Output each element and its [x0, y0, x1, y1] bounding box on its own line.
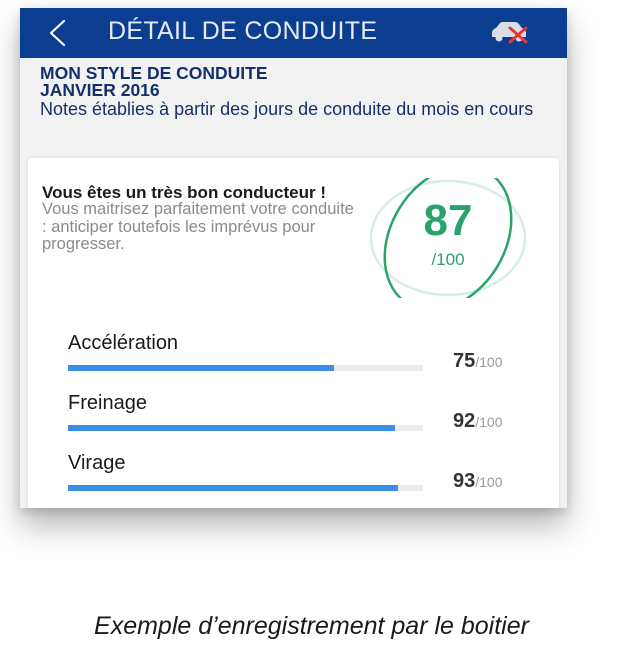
chevron-left-icon: [49, 19, 66, 47]
driver-verdict: Vous êtes un très bon conducteur ! Vous …: [42, 184, 362, 254]
metric-label: Freinage: [68, 392, 147, 414]
period-label: JANVIER 2016: [40, 80, 160, 100]
metric-value: 75/100: [453, 350, 503, 372]
metric-label: Accélération: [68, 332, 179, 354]
metric-cornering: Virage 93/100: [68, 452, 528, 508]
metric-track: [68, 485, 423, 491]
phone-screen: DÉTAIL DE CONDUITE MON STYLE DE CONDUITE…: [20, 8, 567, 508]
figure-caption: Exemple d’enregistrement par le boitier: [94, 612, 529, 640]
metric-track: [68, 365, 423, 371]
verdict-title: Vous êtes un très bon conducteur !: [42, 183, 326, 202]
metric-acceleration: Accélération 75/100: [68, 332, 528, 388]
notes-description: Notes établies à partir des jours de con…: [40, 99, 534, 119]
metric-bar: [68, 485, 399, 491]
score-card: Vous êtes un très bon conducteur ! Vous …: [28, 158, 559, 508]
back-button[interactable]: [42, 14, 76, 52]
overall-score-max: /100: [431, 250, 465, 269]
metric-value: 92/100: [453, 410, 503, 432]
metric-braking: Freinage 92/100: [68, 392, 528, 448]
page-title: DÉTAIL DE CONDUITE: [108, 17, 378, 45]
top-bar: DÉTAIL DE CONDUITE: [20, 8, 567, 58]
section-title: MON STYLE DE CONDUITE: [40, 63, 268, 83]
metric-label: Virage: [68, 452, 126, 474]
score-ring: [369, 178, 527, 298]
overall-score: 87: [423, 196, 473, 245]
metric-bar: [68, 365, 335, 371]
metric-bar: [68, 425, 395, 431]
driving-style-header: MON STYLE DE CONDUITE JANVIER 2016 Notes…: [40, 63, 550, 119]
verdict-text: Vous maitrisez parfaitement votre condui…: [42, 200, 354, 253]
metric-track: [68, 425, 423, 431]
metric-value: 93/100: [453, 470, 503, 492]
car-crossed-icon[interactable]: [486, 20, 532, 46]
